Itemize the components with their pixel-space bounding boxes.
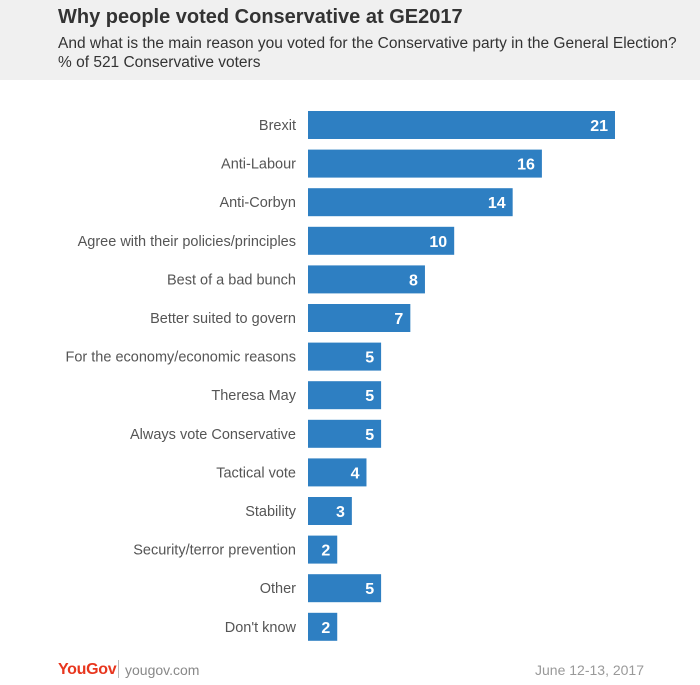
value-label: 7: [394, 311, 403, 328]
chart-subtitle: And what is the main reason you voted fo…: [58, 35, 677, 71]
footer-divider: [118, 660, 119, 678]
value-label: 5: [365, 581, 374, 598]
category-label: Brexit: [259, 118, 296, 134]
bar: [308, 226, 455, 255]
bar: [308, 381, 382, 410]
value-label: 4: [351, 465, 360, 482]
category-label: Other: [260, 581, 296, 597]
value-label: 5: [365, 388, 374, 405]
bar: [308, 188, 513, 217]
yougov-logo: YouGov: [58, 661, 117, 678]
bar: [308, 111, 615, 139]
value-label: 2: [321, 543, 330, 560]
value-label: 5: [365, 350, 374, 367]
footer-date: June 12-13, 2017: [535, 662, 644, 678]
category-label: Anti-Labour: [221, 157, 296, 173]
bar: [308, 149, 542, 178]
value-label: 21: [590, 118, 608, 135]
value-label: 2: [321, 620, 330, 637]
category-label: Best of a bad bunch: [167, 272, 296, 288]
category-label: Don't know: [225, 620, 297, 636]
bar: [308, 304, 411, 332]
bar: [308, 458, 367, 487]
bar: [308, 497, 352, 525]
chart-title: Why people voted Conservative at GE2017: [58, 6, 463, 28]
value-label: 10: [429, 234, 447, 251]
value-label: 3: [336, 504, 345, 521]
bar: [308, 574, 382, 603]
bar: [308, 612, 338, 641]
category-label: Better suited to govern: [150, 311, 296, 327]
category-label: Tactical vote: [216, 465, 296, 481]
chart-footer: YouGov yougov.com June 12-13, 2017: [0, 655, 700, 685]
footer-site: yougov.com: [125, 662, 200, 678]
value-label: 14: [488, 195, 506, 212]
category-label: Always vote Conservative: [130, 427, 296, 443]
category-label: Theresa May: [211, 388, 296, 404]
category-label: Anti-Corbyn: [219, 195, 296, 211]
bar: [308, 419, 382, 448]
category-label: For the economy/economic reasons: [66, 350, 297, 366]
chart-header: Why people voted Conservative at GE2017 …: [0, 0, 700, 80]
value-label: 16: [517, 157, 535, 174]
bar: [308, 342, 382, 371]
value-label: 8: [409, 272, 418, 289]
value-label: 5: [365, 427, 374, 444]
category-label: Agree with their policies/principles: [78, 234, 296, 250]
bar-chart: Brexit 21 Anti-Labour 16 Anti-Corbyn 14 Agree …: [66, 111, 615, 641]
category-label: Stability: [245, 504, 297, 520]
bar: [308, 535, 338, 564]
bar: [308, 265, 425, 294]
category-label: Security/terror prevention: [133, 543, 296, 559]
